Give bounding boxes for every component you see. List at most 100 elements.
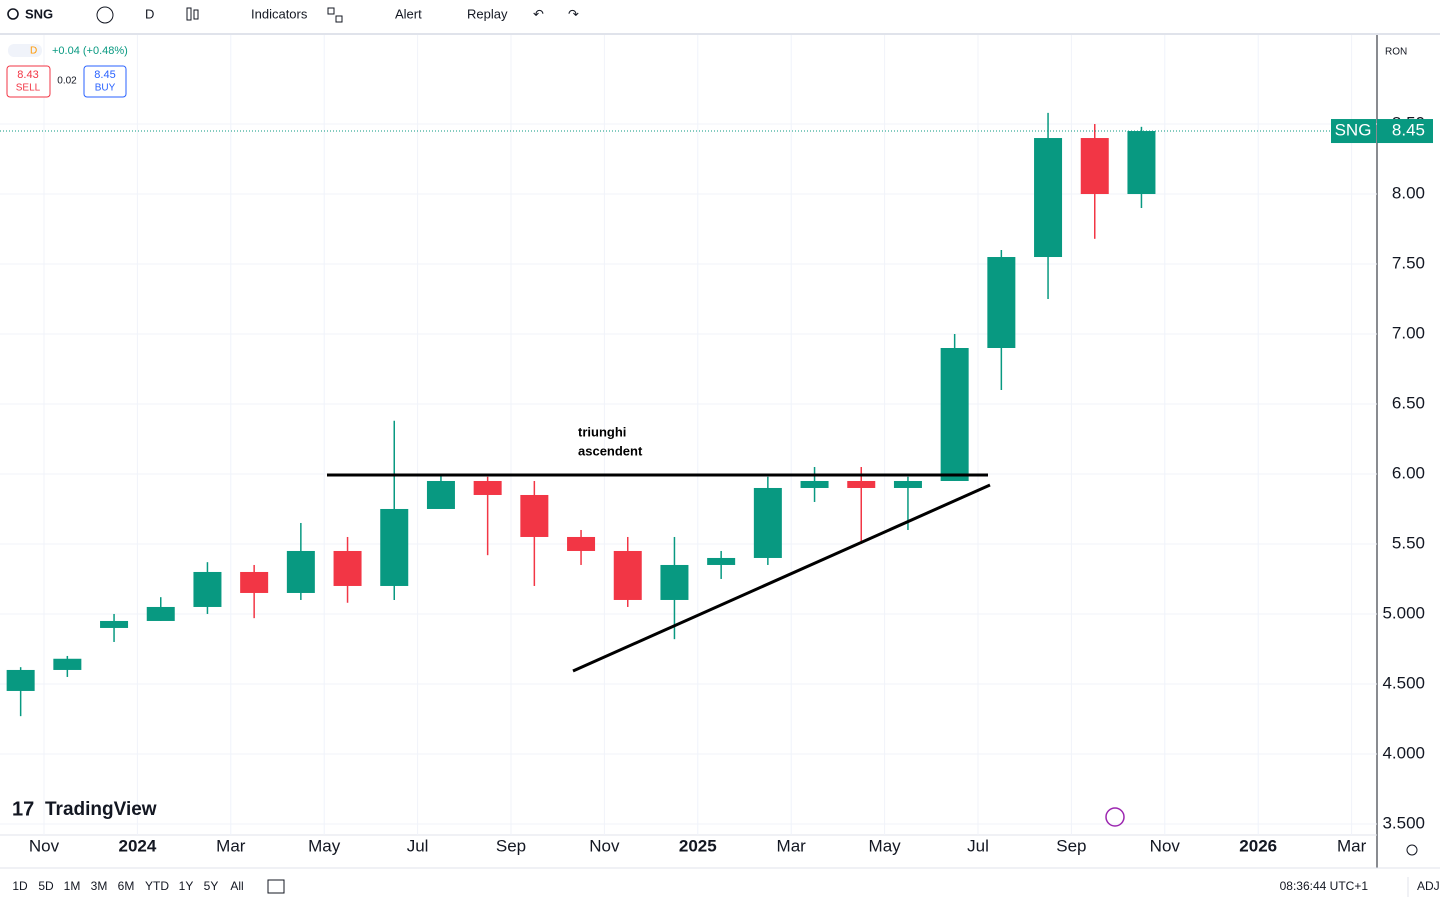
sell-button[interactable] bbox=[6, 65, 51, 98]
flag: D bbox=[30, 46, 37, 57]
layout-icon-2 bbox=[335, 15, 343, 23]
y-tick-label: 5.50 bbox=[1392, 533, 1425, 552]
range-button[interactable]: All bbox=[230, 879, 243, 893]
candle-body bbox=[893, 480, 922, 488]
y-tick-label: 6.00 bbox=[1392, 463, 1425, 482]
candle-body bbox=[940, 348, 969, 481]
candle-body bbox=[473, 480, 502, 495]
settings-icon[interactable] bbox=[1406, 844, 1418, 856]
candle-body bbox=[146, 606, 175, 621]
x-tick-label: May bbox=[869, 836, 902, 855]
range-button[interactable]: 1Y bbox=[179, 879, 194, 893]
range-button[interactable]: 5D bbox=[38, 879, 54, 893]
candle-body bbox=[613, 550, 642, 600]
buy-label: BUY bbox=[95, 83, 116, 94]
chart-type[interactable] bbox=[186, 7, 192, 21]
range-button[interactable]: 1M bbox=[64, 879, 81, 893]
range-button[interactable]: 5Y bbox=[204, 879, 219, 893]
symbol[interactable]: SNG bbox=[25, 6, 53, 21]
brand: TradingView bbox=[45, 799, 157, 820]
x-tick-label: Nov bbox=[29, 836, 60, 855]
candle-body bbox=[987, 257, 1016, 349]
candle-body bbox=[53, 658, 82, 670]
support-trendline bbox=[572, 483, 991, 673]
candle-body bbox=[286, 550, 315, 593]
x-tick-label: May bbox=[308, 836, 341, 855]
x-tick-label: Mar bbox=[1337, 836, 1367, 855]
candle-body bbox=[380, 508, 409, 586]
sell-price: 8.43 bbox=[17, 69, 38, 81]
y-tick-label: 5.000 bbox=[1382, 603, 1425, 622]
candle-body bbox=[847, 480, 876, 488]
buy-price: 8.45 bbox=[94, 69, 115, 81]
annotation-line-1: triunghi bbox=[578, 424, 626, 439]
candle-body bbox=[1127, 131, 1156, 195]
redo[interactable]: ↷ bbox=[568, 6, 579, 21]
candle-body bbox=[100, 620, 129, 628]
x-tick-label: Mar bbox=[216, 836, 246, 855]
candle-body bbox=[240, 571, 269, 593]
x-tick-label: Nov bbox=[589, 836, 620, 855]
y-tick-label: 7.50 bbox=[1392, 253, 1425, 272]
flag-pill bbox=[8, 44, 42, 57]
annotation-line-2: ascendent bbox=[578, 443, 643, 458]
range-button[interactable]: 3M bbox=[91, 879, 108, 893]
change: +0.04 (+0.48%) bbox=[52, 45, 128, 57]
x-tick-label: Sep bbox=[496, 836, 526, 855]
price-axis: 3.500 4.000 4.500 5.000 5.50 6.00 6.50 7.00 7.50… bbox=[1382, 114, 1425, 833]
x-tick-label: Jul bbox=[407, 836, 429, 855]
x-tick-label: 2025 bbox=[679, 836, 717, 855]
candle-body bbox=[1034, 138, 1063, 258]
y-tick-label: 4.000 bbox=[1382, 743, 1425, 762]
range-button[interactable]: 6M bbox=[118, 879, 135, 893]
range-button[interactable]: YTD bbox=[145, 879, 169, 893]
y-tick-label: 3.500 bbox=[1382, 813, 1425, 832]
candle-body bbox=[1080, 138, 1109, 195]
adj[interactable]: ADJ bbox=[1417, 879, 1440, 893]
x-tick-label: 2026 bbox=[1239, 836, 1277, 855]
range-button[interactable]: 1D bbox=[12, 879, 28, 893]
currency[interactable]: RON bbox=[1385, 47, 1407, 58]
candles bbox=[6, 112, 1156, 717]
events-icon[interactable] bbox=[1105, 807, 1125, 827]
spread: 0.02 bbox=[57, 76, 77, 87]
candle-body bbox=[333, 550, 362, 586]
y-tick-label: 7.00 bbox=[1392, 323, 1425, 342]
toolbar bbox=[0, 0, 1440, 33]
symbol-tag-bg bbox=[1331, 119, 1376, 144]
x-tick-label: Sep bbox=[1056, 836, 1086, 855]
candle-body bbox=[753, 487, 782, 558]
bottom-bar: 1D 5D 1M 3M 6M YTD 1Y 5Y All bbox=[12, 879, 243, 893]
symbol-tag: SNG bbox=[1335, 121, 1372, 140]
last-price-tag: 8.45 bbox=[1392, 121, 1425, 140]
x-tick-label: Jul bbox=[967, 836, 989, 855]
buy-button[interactable] bbox=[83, 65, 127, 98]
y-tick-label: 4.500 bbox=[1382, 673, 1425, 692]
candle-body bbox=[707, 557, 736, 565]
last-price-tag-bg bbox=[1377, 119, 1433, 144]
search-icon[interactable] bbox=[7, 8, 19, 20]
undo[interactable]: ↶ bbox=[533, 6, 544, 21]
candle-body bbox=[800, 480, 829, 488]
candle-body bbox=[520, 494, 549, 537]
candle-body bbox=[567, 536, 596, 551]
y-tick-label: 6.50 bbox=[1392, 393, 1425, 412]
indicators[interactable]: Indicators bbox=[251, 6, 308, 21]
candle-body bbox=[193, 571, 222, 607]
y-tick-label: 8.00 bbox=[1392, 184, 1425, 203]
chart-type-2 bbox=[193, 9, 199, 20]
layout-icon[interactable] bbox=[327, 7, 335, 15]
candle-body bbox=[426, 480, 455, 509]
sell-label: SELL bbox=[16, 83, 41, 94]
logo-mark: 17 bbox=[12, 798, 34, 820]
grid bbox=[0, 35, 1377, 835]
replay[interactable]: Replay bbox=[467, 6, 508, 21]
add-symbol[interactable] bbox=[96, 6, 114, 24]
alert[interactable]: Alert bbox=[395, 6, 422, 21]
interval[interactable]: D bbox=[145, 6, 154, 21]
candle-body bbox=[6, 669, 35, 691]
clock: 08:36:44 UTC+1 bbox=[1280, 879, 1369, 893]
x-tick-label: Mar bbox=[777, 836, 807, 855]
date-range-icon[interactable] bbox=[267, 879, 285, 894]
